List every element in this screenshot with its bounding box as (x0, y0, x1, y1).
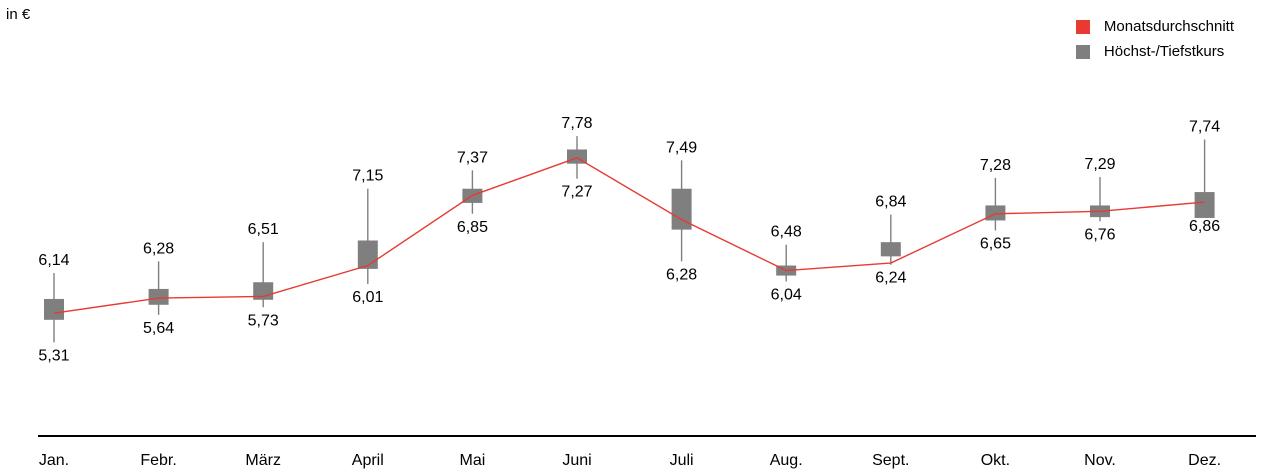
range-box (148, 288, 169, 305)
legend-item-average: Monatsdurchschnitt (1075, 14, 1234, 39)
x-tick-label: Dez. (1188, 452, 1221, 469)
x-tick-label: Nov. (1084, 452, 1116, 469)
legend: Monatsdurchschnitt Höchst-/Tiefstkurs (1075, 14, 1234, 64)
high-value-label: 6,48 (771, 224, 802, 241)
low-value-label: 6,65 (980, 235, 1011, 252)
low-value-label: 6,28 (666, 266, 697, 283)
x-tick-label: Jan. (39, 452, 69, 469)
high-value-label: 7,78 (561, 115, 592, 132)
high-value-label: 7,28 (980, 157, 1011, 174)
high-value-label: 7,29 (1084, 156, 1115, 173)
high-value-label: 7,49 (666, 139, 697, 156)
range-box (880, 242, 901, 257)
x-tick-label: Okt. (981, 452, 1010, 469)
range-box (44, 298, 64, 320)
legend-item-range: Höchst-/Tiefstkurs (1075, 39, 1234, 64)
high-value-label: 6,28 (143, 240, 174, 257)
unit-label: in € (6, 6, 31, 23)
high-value-label: 6,14 (38, 252, 69, 269)
low-value-label: 6,85 (457, 219, 488, 236)
x-tick-label: Mai (460, 452, 486, 469)
high-value-label: 6,51 (248, 221, 279, 238)
monthly-average-line (53, 157, 1205, 314)
legend-swatch-average (1075, 19, 1090, 34)
range-box (1194, 192, 1215, 218)
low-value-label: 6,04 (771, 286, 802, 303)
low-value-label: 7,27 (561, 184, 592, 201)
range-box (671, 188, 692, 230)
high-value-label: 7,74 (1189, 118, 1220, 135)
low-value-label: 5,64 (143, 320, 174, 337)
x-tick-label: Aug. (770, 452, 803, 469)
low-value-label: 5,31 (38, 347, 69, 364)
low-value-label: 6,86 (1189, 218, 1220, 235)
legend-label-average: Monatsdurchschnitt (1103, 18, 1234, 35)
x-tick-label: April (352, 452, 384, 469)
high-value-label: 7,37 (457, 149, 488, 166)
high-value-label: 7,15 (352, 168, 383, 185)
high-value-label: 6,84 (875, 194, 906, 211)
x-tick-label: Febr. (140, 452, 176, 469)
range-box (357, 240, 378, 269)
low-value-label: 6,01 (352, 289, 383, 306)
x-tick-label: März (245, 452, 281, 469)
x-tick-label: Juni (562, 452, 591, 469)
low-value-label: 6,24 (875, 270, 906, 287)
legend-swatch-range (1075, 44, 1090, 59)
x-tick-label: Sept. (872, 452, 909, 469)
low-value-label: 5,73 (248, 312, 279, 329)
low-value-label: 6,76 (1084, 226, 1115, 243)
x-tick-label: Juli (670, 452, 694, 469)
legend-label-range: Höchst-/Tiefstkurs (1103, 43, 1225, 60)
